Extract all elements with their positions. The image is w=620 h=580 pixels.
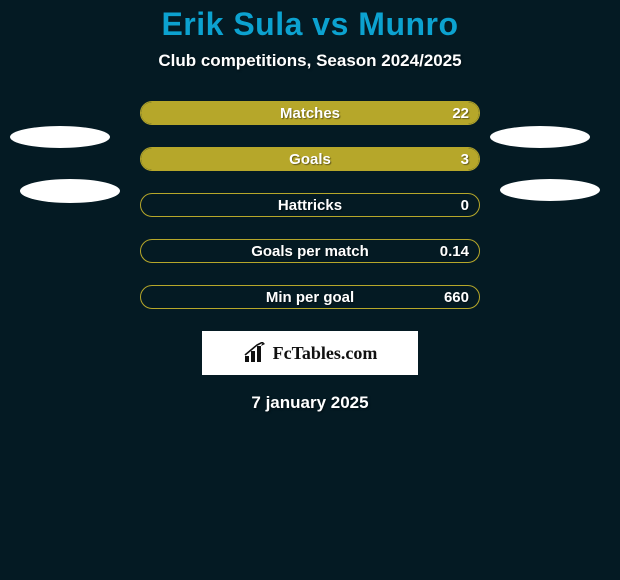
stat-name: Min per goal bbox=[141, 286, 479, 308]
stat-row-goals: Goals 3 bbox=[140, 147, 480, 171]
brand-text: FcTables.com bbox=[273, 343, 378, 364]
player-marker-left-1 bbox=[10, 126, 110, 148]
player-marker-right-1 bbox=[490, 126, 590, 148]
brand-badge: FcTables.com bbox=[202, 331, 418, 375]
stat-value: 22 bbox=[452, 102, 469, 124]
stat-name: Hattricks bbox=[141, 194, 479, 216]
stat-row-hattricks: Hattricks 0 bbox=[140, 193, 480, 217]
date-line: 7 january 2025 bbox=[0, 393, 620, 413]
stat-name: Goals per match bbox=[141, 240, 479, 262]
player-marker-left-2 bbox=[20, 179, 120, 203]
stat-value: 660 bbox=[444, 286, 469, 308]
stat-row-min-per-goal: Min per goal 660 bbox=[140, 285, 480, 309]
page-title: Erik Sula vs Munro bbox=[0, 0, 620, 43]
stat-row-goals-per-match: Goals per match 0.14 bbox=[140, 239, 480, 263]
stat-row-matches: Matches 22 bbox=[140, 101, 480, 125]
chart-area: Matches 22 Goals 3 Hattricks 0 Goals per… bbox=[0, 101, 620, 413]
page-subtitle: Club competitions, Season 2024/2025 bbox=[0, 51, 620, 71]
stat-value: 3 bbox=[461, 148, 469, 170]
comparison-card: Erik Sula vs Munro Club competitions, Se… bbox=[0, 0, 620, 580]
stat-value: 0 bbox=[461, 194, 469, 216]
stat-name: Goals bbox=[141, 148, 479, 170]
player-marker-right-2 bbox=[500, 179, 600, 201]
stat-name: Matches bbox=[141, 102, 479, 124]
bar-chart-icon bbox=[243, 342, 267, 364]
stat-value: 0.14 bbox=[440, 240, 469, 262]
